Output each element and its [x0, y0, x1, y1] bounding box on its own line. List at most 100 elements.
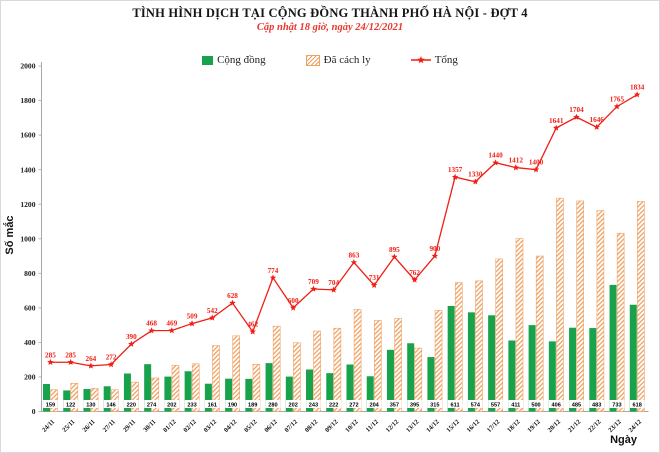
bar-value-box [346, 400, 362, 408]
x-tick-label: 24/11 [41, 418, 56, 433]
total-value-label: 731 [369, 274, 380, 282]
total-marker-icon [613, 103, 621, 110]
bar-value-label: 189 [248, 402, 257, 408]
total-marker-icon [269, 274, 277, 281]
total-value-label: 895 [389, 246, 400, 254]
community-bar [528, 325, 536, 412]
bar-value-box [204, 400, 220, 408]
total-value-label: 1400 [529, 159, 544, 167]
bar-value-label: 733 [612, 402, 621, 408]
x-tick-label: 23/12 [607, 418, 623, 434]
total-marker-icon [593, 123, 600, 130]
bar-value-label: 190 [228, 402, 237, 408]
total-value-label: 468 [146, 320, 157, 328]
y-tick-label: 1800 [20, 96, 35, 105]
total-marker-icon [188, 320, 196, 327]
bar-value-label: 243 [309, 402, 318, 408]
bar-value-label: 315 [430, 402, 439, 408]
quarantine-bar [171, 365, 180, 412]
quarantine-bar [191, 363, 200, 412]
bar-value-box [245, 400, 261, 408]
bar-value-label: 280 [268, 402, 277, 408]
y-tick-label: 1400 [20, 165, 35, 174]
quarantine-bar [576, 200, 584, 412]
quarantine-bar [293, 342, 301, 412]
total-value-label: 774 [268, 267, 279, 275]
x-tick-label: 20/12 [547, 418, 563, 434]
total-marker-icon [67, 358, 74, 366]
quarantine-bar [90, 388, 99, 412]
bar-value-box [164, 400, 180, 408]
bar-value-box [265, 400, 281, 408]
total-marker-icon [229, 299, 236, 306]
bar-value-label: 574 [471, 402, 481, 408]
total-value-label: 1646 [590, 116, 605, 124]
total-value-label: 264 [85, 355, 96, 363]
legend-item-tong: Tổng [410, 54, 458, 66]
community-bar [43, 384, 50, 412]
total-value-label: 1704 [569, 106, 584, 114]
bar-value-label: 146 [106, 402, 115, 408]
quarantine-bar [414, 347, 423, 412]
total-marker-icon [370, 281, 378, 288]
total-value-label: 1765 [610, 96, 625, 104]
quarantine-bar [616, 232, 625, 412]
quarantine-bar [394, 318, 402, 412]
x-tick-label: 17/12 [486, 418, 502, 434]
bar-value-box [528, 400, 544, 408]
bar-value-box [366, 400, 382, 408]
community-bar [569, 327, 577, 412]
community-bar [346, 364, 354, 412]
bar-value-label: 395 [410, 402, 419, 408]
total-marker-icon [128, 340, 135, 347]
bar-value-label: 500 [531, 402, 540, 408]
total-marker-icon [532, 166, 540, 173]
x-tick-label: 11/12 [365, 418, 381, 434]
y-tick-label: 400 [24, 338, 36, 347]
bar-value-box [285, 400, 301, 408]
x-tick-label: 21/12 [567, 418, 583, 434]
total-value-label: 1834 [630, 84, 645, 92]
total-value-label: 285 [65, 351, 76, 359]
community-bar [629, 304, 637, 412]
quarantine-bar [515, 238, 524, 412]
y-tick-label: 600 [24, 303, 36, 312]
total-marker-icon [168, 327, 176, 334]
total-marker-icon [107, 361, 115, 368]
bar-value-box [124, 400, 139, 408]
quarantine-bar [151, 377, 160, 412]
y-tick-label: 0 [32, 407, 36, 416]
bar-value-label: 122 [66, 402, 75, 408]
total-value-label: 1357 [448, 166, 463, 174]
total-marker-icon [451, 173, 459, 180]
total-value-label: 1412 [509, 157, 524, 165]
quarantine-bar [637, 201, 645, 412]
bar-value-label: 557 [491, 402, 500, 408]
x-tick-label: 13/12 [405, 418, 421, 434]
total-marker-icon [209, 314, 216, 321]
x-tick-label: 04/12 [223, 418, 239, 434]
total-value-label: 509 [187, 313, 198, 321]
community-bar [589, 328, 597, 412]
bar-value-box [83, 400, 99, 408]
x-tick-label: 18/12 [506, 418, 522, 434]
bar-value-box [63, 400, 78, 408]
x-tick-label: 05/12 [243, 418, 259, 434]
bar-value-box [589, 400, 604, 408]
bar-value-label: 357 [390, 402, 399, 408]
bar-value-box [447, 400, 463, 408]
quarantine-bar [374, 320, 382, 412]
total-marker-icon [87, 362, 95, 369]
chart-title: TÌNH HÌNH DỊCH TẠI CỘNG ĐỒNG THÀNH PHỐ H… [132, 6, 528, 20]
bar-value-label: 204 [369, 402, 379, 408]
total-marker-icon [633, 91, 641, 98]
quarantine-bar [272, 325, 281, 412]
x-axis-label: Ngày [610, 434, 637, 446]
bar-value-box [43, 400, 58, 408]
total-marker-icon [148, 327, 155, 334]
x-tick-label: 06/12 [263, 418, 279, 434]
total-line [50, 94, 638, 367]
total-value-label: 704 [328, 279, 339, 287]
x-tick-label: 26/11 [81, 418, 96, 433]
